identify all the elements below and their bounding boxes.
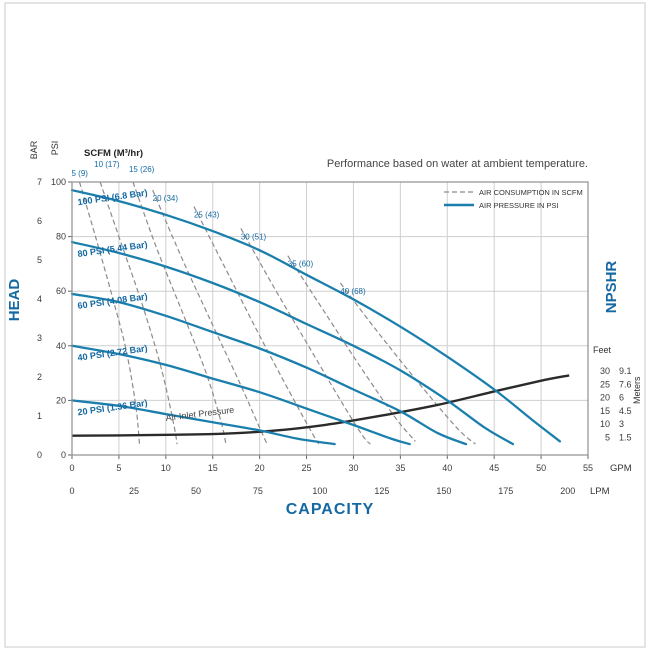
- lpm-tick-label: 150: [436, 486, 451, 496]
- grid-lines: [71, 181, 589, 456]
- gpm-tick-label: 15: [208, 463, 218, 473]
- scfm-curve-20: [152, 189, 268, 445]
- scfm-curve-label: 10 (17): [94, 160, 120, 169]
- psi-tick-label: 60: [56, 286, 66, 296]
- lpm-tick-label: 0: [69, 486, 74, 496]
- bar-tick-label: 0: [37, 450, 42, 460]
- lpm-unit-label: LPM: [590, 486, 610, 497]
- gpm-tick-label: 25: [302, 463, 312, 473]
- feet-tick-label: 25: [600, 379, 610, 389]
- pressure-curve-60psi: [70, 292, 468, 446]
- scfm-curve-label: 35 (60): [288, 260, 314, 269]
- curve-labels: 100 PSI (6.8 Bar)80 PSI (5.44 Bar)60 PSI…: [72, 160, 366, 417]
- gpm-tick-label: 45: [489, 463, 499, 473]
- npshr-axis-title: NPSHR: [603, 261, 620, 314]
- lpm-tick-label: 50: [191, 486, 201, 496]
- feet-tick-label: 10: [600, 419, 610, 429]
- gpm-tick-label: 10: [161, 463, 171, 473]
- scfm-curve-label: 25 (43): [194, 211, 220, 220]
- meters-axis-label: Meters: [632, 376, 642, 404]
- feet-tick-label: 20: [600, 393, 610, 403]
- scfm-curve-label: 30 (51): [241, 232, 267, 241]
- bar-tick-label: 2: [37, 372, 42, 382]
- gpm-tick-label: 0: [69, 463, 74, 473]
- scfm-curve-10: [99, 181, 178, 445]
- scfm-header-label: SCFM (M³/hr): [84, 148, 143, 159]
- gpm-tick-label: 5: [116, 463, 121, 473]
- gpm-tick-label: 50: [536, 463, 546, 473]
- bar-tick-label: 4: [37, 294, 42, 304]
- gpm-tick-label: 35: [395, 463, 405, 473]
- legend-label: AIR CONSUMPTION IN SCFM: [479, 188, 583, 197]
- gpm-tick-label: 55: [583, 463, 593, 473]
- psi-tick-label: 0: [61, 450, 66, 460]
- scfm-curve-label: 40 (68): [340, 287, 366, 296]
- pressure-curve-40psi: [70, 344, 411, 446]
- bar-axis-label: BAR: [29, 140, 39, 159]
- pressure-curve-100psi: [70, 189, 562, 443]
- meters-tick-label: 4.5: [619, 406, 632, 416]
- lpm-tick-label: 75: [253, 486, 263, 496]
- air-pressure-curves: [70, 189, 562, 446]
- lpm-tick-label: 200: [560, 486, 575, 496]
- legend-label: AIR PRESSURE IN PSI: [479, 201, 559, 210]
- head-axis-title: HEAD: [6, 279, 23, 322]
- meters-tick-label: 9.1: [619, 366, 632, 376]
- gpm-tick-label: 30: [348, 463, 358, 473]
- scfm-curve-35: [287, 255, 416, 442]
- gpm-unit-label: GPM: [610, 463, 632, 474]
- lpm-tick-label: 25: [129, 486, 139, 496]
- feet-tick-label: 30: [600, 366, 610, 376]
- gpm-tick-label: 20: [255, 463, 265, 473]
- scfm-curve-30: [240, 228, 371, 445]
- lpm-tick-label: 100: [312, 486, 327, 496]
- lpm-tick-label: 125: [374, 486, 389, 496]
- bar-tick-label: 6: [37, 216, 42, 226]
- pressure-curve-80psi: [70, 240, 515, 446]
- bar-tick-label: 5: [37, 255, 42, 265]
- image-frame: [4, 2, 646, 648]
- feet-tick-label: 15: [600, 406, 610, 416]
- pressure-curve-label: 80 PSI (5.44 Bar): [77, 239, 148, 259]
- bar-tick-label: 3: [37, 333, 42, 343]
- scfm-curve-label: 5 (9): [72, 169, 89, 178]
- gpm-tick-label: 40: [442, 463, 452, 473]
- meters-tick-label: 3: [619, 419, 624, 429]
- capacity-axis-title: CAPACITY: [286, 501, 375, 518]
- feet-axis-label: Feet: [593, 345, 612, 355]
- bar-tick-label: 1: [37, 411, 42, 421]
- pressure-curve-20psi: [70, 399, 336, 446]
- meters-tick-label: 1.5: [619, 433, 632, 443]
- scfm-curve-label: 20 (34): [153, 194, 179, 203]
- scfm-curve-25: [193, 206, 320, 445]
- pressure-curve-label: 100 PSI (6.8 Bar): [77, 187, 148, 207]
- chart-title: Performance based on water at ambient te…: [327, 158, 588, 170]
- psi-tick-label: 100: [51, 177, 66, 187]
- bar-tick-label: 7: [37, 177, 42, 187]
- plot-border: [71, 181, 589, 456]
- psi-axis-label: PSI: [50, 141, 60, 156]
- meters-tick-label: 6: [619, 393, 624, 403]
- psi-tick-label: 20: [56, 395, 66, 405]
- meters-tick-label: 7.6: [619, 379, 632, 389]
- feet-tick-label: 5: [605, 433, 610, 443]
- lpm-tick-label: 175: [498, 486, 513, 496]
- psi-tick-label: 80: [56, 232, 66, 242]
- scfm-curve-label: 15 (26): [129, 165, 155, 174]
- legend: AIR CONSUMPTION IN SCFM AIR PRESSURE IN P…: [444, 188, 583, 210]
- psi-tick-label: 40: [56, 341, 66, 351]
